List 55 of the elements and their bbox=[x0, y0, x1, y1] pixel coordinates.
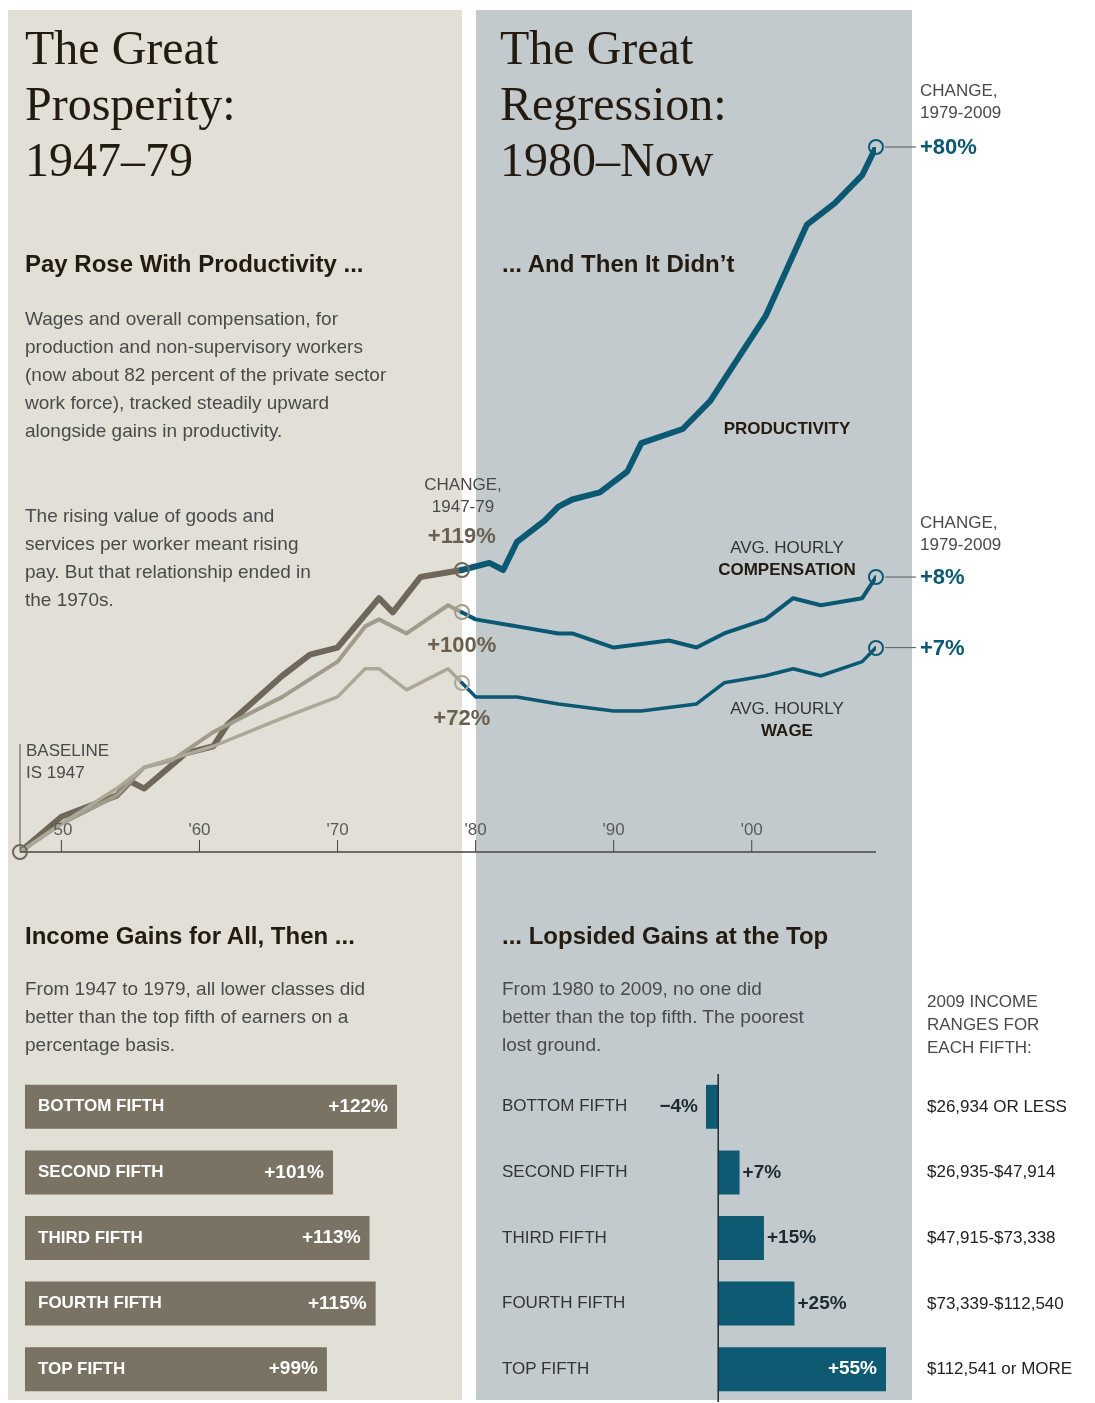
chart-subtitle: From 1980 to 2009, no one did better than the top fifth. The poorest lost ground. bbox=[502, 977, 805, 1057]
data-label: +115% bbox=[308, 1291, 367, 1313]
annotation: Pay Rose With Productivity ... bbox=[25, 250, 364, 278]
series-label: AVG. HOURLY COMPENSATION bbox=[717, 537, 857, 581]
series-label: AVG. HOURLY WAGE bbox=[729, 698, 845, 742]
data-label: +15% bbox=[766, 1226, 817, 1248]
x-tick-label: '50 bbox=[50, 820, 73, 840]
text: $73,339-$112,540 bbox=[927, 1292, 1064, 1315]
annotation: +119% bbox=[426, 523, 497, 549]
y-tick-label: THIRD FIFTH bbox=[38, 1227, 143, 1247]
y-tick-label: THIRD FIFTH bbox=[502, 1227, 607, 1247]
annotation: +7% bbox=[920, 634, 966, 661]
y-tick-label: BOTTOM FIFTH bbox=[38, 1096, 165, 1116]
annotation: +80% bbox=[920, 134, 978, 160]
x-tick-label: '00 bbox=[740, 820, 763, 840]
y-tick-label: TOP FIFTH bbox=[502, 1358, 590, 1378]
chart-title: Income Gains for All, Then ... bbox=[25, 922, 356, 950]
annotation: The Great Regression: 1980–Now bbox=[500, 20, 728, 188]
text: $26,935-$47,914 bbox=[927, 1161, 1056, 1184]
series-label: PRODUCTIVITY bbox=[722, 418, 852, 440]
x-tick-label: '90 bbox=[602, 820, 625, 840]
y-tick-label: TOP FIFTH bbox=[38, 1358, 126, 1378]
text: $112,541 or MORE bbox=[927, 1358, 1073, 1381]
annotation: CHANGE, 1979-2009 bbox=[920, 512, 1003, 557]
x-tick-label: '60 bbox=[188, 820, 211, 840]
annotation: The rising value of goods and services per worker meant rising pay. But that relationship ended in the 1970s. bbox=[25, 504, 312, 612]
chart-subtitle: From 1947 to 1979, all lower classes did better than the top fifth of earners on a percentage basis. bbox=[25, 977, 367, 1057]
y-tick-label: FOURTH FIFTH bbox=[38, 1293, 162, 1313]
annotation: +100% bbox=[426, 632, 498, 659]
y-tick-label: SECOND FIFTH bbox=[502, 1162, 628, 1182]
annotation: CHANGE, 1979-2009 bbox=[920, 80, 1003, 124]
data-label: +113% bbox=[301, 1226, 361, 1248]
annotation: Wages and overall compensation, for production and non-supervisory workers (now about 82 percent of the private sector work force), tracked steadily upward alongside gains in productivity. bbox=[25, 307, 388, 443]
y-tick-label: SECOND FIFTH bbox=[38, 1162, 164, 1182]
data-label: −4% bbox=[659, 1095, 699, 1117]
data-label: +122% bbox=[328, 1095, 389, 1117]
annotation: BASELINE IS 1947 bbox=[26, 740, 111, 784]
text: $26,934 OR LESS bbox=[927, 1095, 1067, 1118]
x-tick-label: '70 bbox=[326, 820, 349, 840]
data-label: +7% bbox=[742, 1160, 782, 1182]
data-label: +55% bbox=[827, 1357, 878, 1379]
y-tick-label: BOTTOM FIFTH bbox=[502, 1096, 628, 1116]
y-tick-label: FOURTH FIFTH bbox=[502, 1293, 626, 1313]
data-label: +99% bbox=[268, 1357, 318, 1379]
text: 2009 INCOME RANGES FOR EACH FIFTH: bbox=[927, 991, 1041, 1059]
text: $47,915-$73,338 bbox=[927, 1227, 1056, 1249]
data-label: +25% bbox=[797, 1291, 847, 1313]
data-label: +101% bbox=[264, 1160, 325, 1182]
annotation: +72% bbox=[432, 704, 492, 731]
annotation: CHANGE, 1947-79 bbox=[423, 474, 503, 518]
annotation: +8% bbox=[920, 564, 966, 591]
chart-title: ... Lopsided Gains at the Top bbox=[502, 922, 830, 950]
annotation: The Great Prosperity: 1947–79 bbox=[25, 20, 237, 188]
annotation: ... And Then It Didn’t bbox=[502, 250, 735, 278]
x-tick-label: '80 bbox=[464, 820, 487, 840]
